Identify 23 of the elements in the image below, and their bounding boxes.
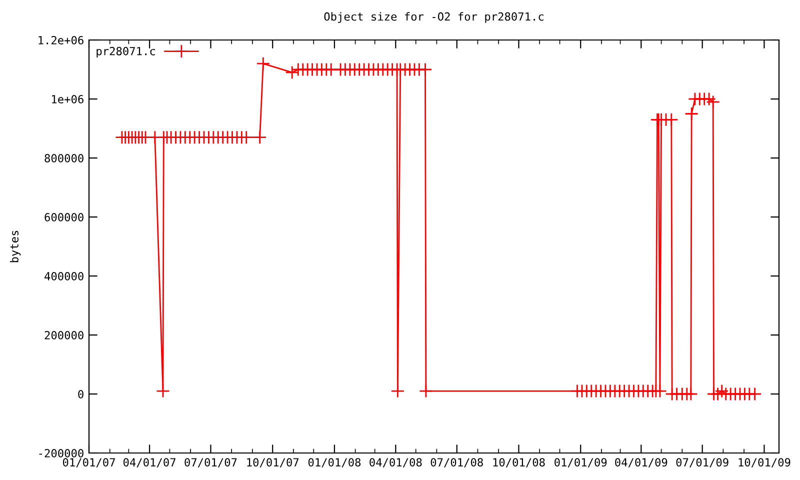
x-tick-label: 07/01/09 [676, 458, 728, 468]
x-tick-label: 07/01/07 [184, 458, 237, 468]
x-tick-label: 04/01/09 [615, 458, 668, 468]
x-tick-label: 10/01/08 [493, 458, 545, 468]
y-tick-label: 600000 [44, 213, 84, 222]
x-tick-label: 01/01/08 [308, 458, 361, 468]
chart-title: Object size for -O2 for pr28071.c [324, 12, 544, 23]
y-tick-label: -200000 [39, 449, 84, 458]
legend-label: pr28071.c [96, 46, 155, 58]
x-tick-label: 10/01/09 [738, 458, 790, 468]
x-tick-label: 10/01/07 [247, 458, 299, 468]
y-axis-title: bytes [10, 230, 21, 262]
y-tick-label: 1.2e+06 [38, 36, 84, 44]
y-tick-label: 800000 [44, 154, 84, 162]
x-tick-label: 04/01/08 [370, 458, 422, 468]
x-tick-label: 01/01/07 [62, 458, 115, 468]
y-tick-label: 1e+06 [52, 95, 84, 104]
y-tick-label: 0 [78, 390, 84, 398]
y-tick-label: 400000 [44, 272, 84, 280]
x-tick-label: 04/01/07 [123, 458, 176, 468]
x-tick-label: 07/01/08 [430, 458, 483, 468]
y-tick-label: 200000 [44, 331, 84, 340]
x-tick-label: 01/01/09 [554, 458, 607, 468]
